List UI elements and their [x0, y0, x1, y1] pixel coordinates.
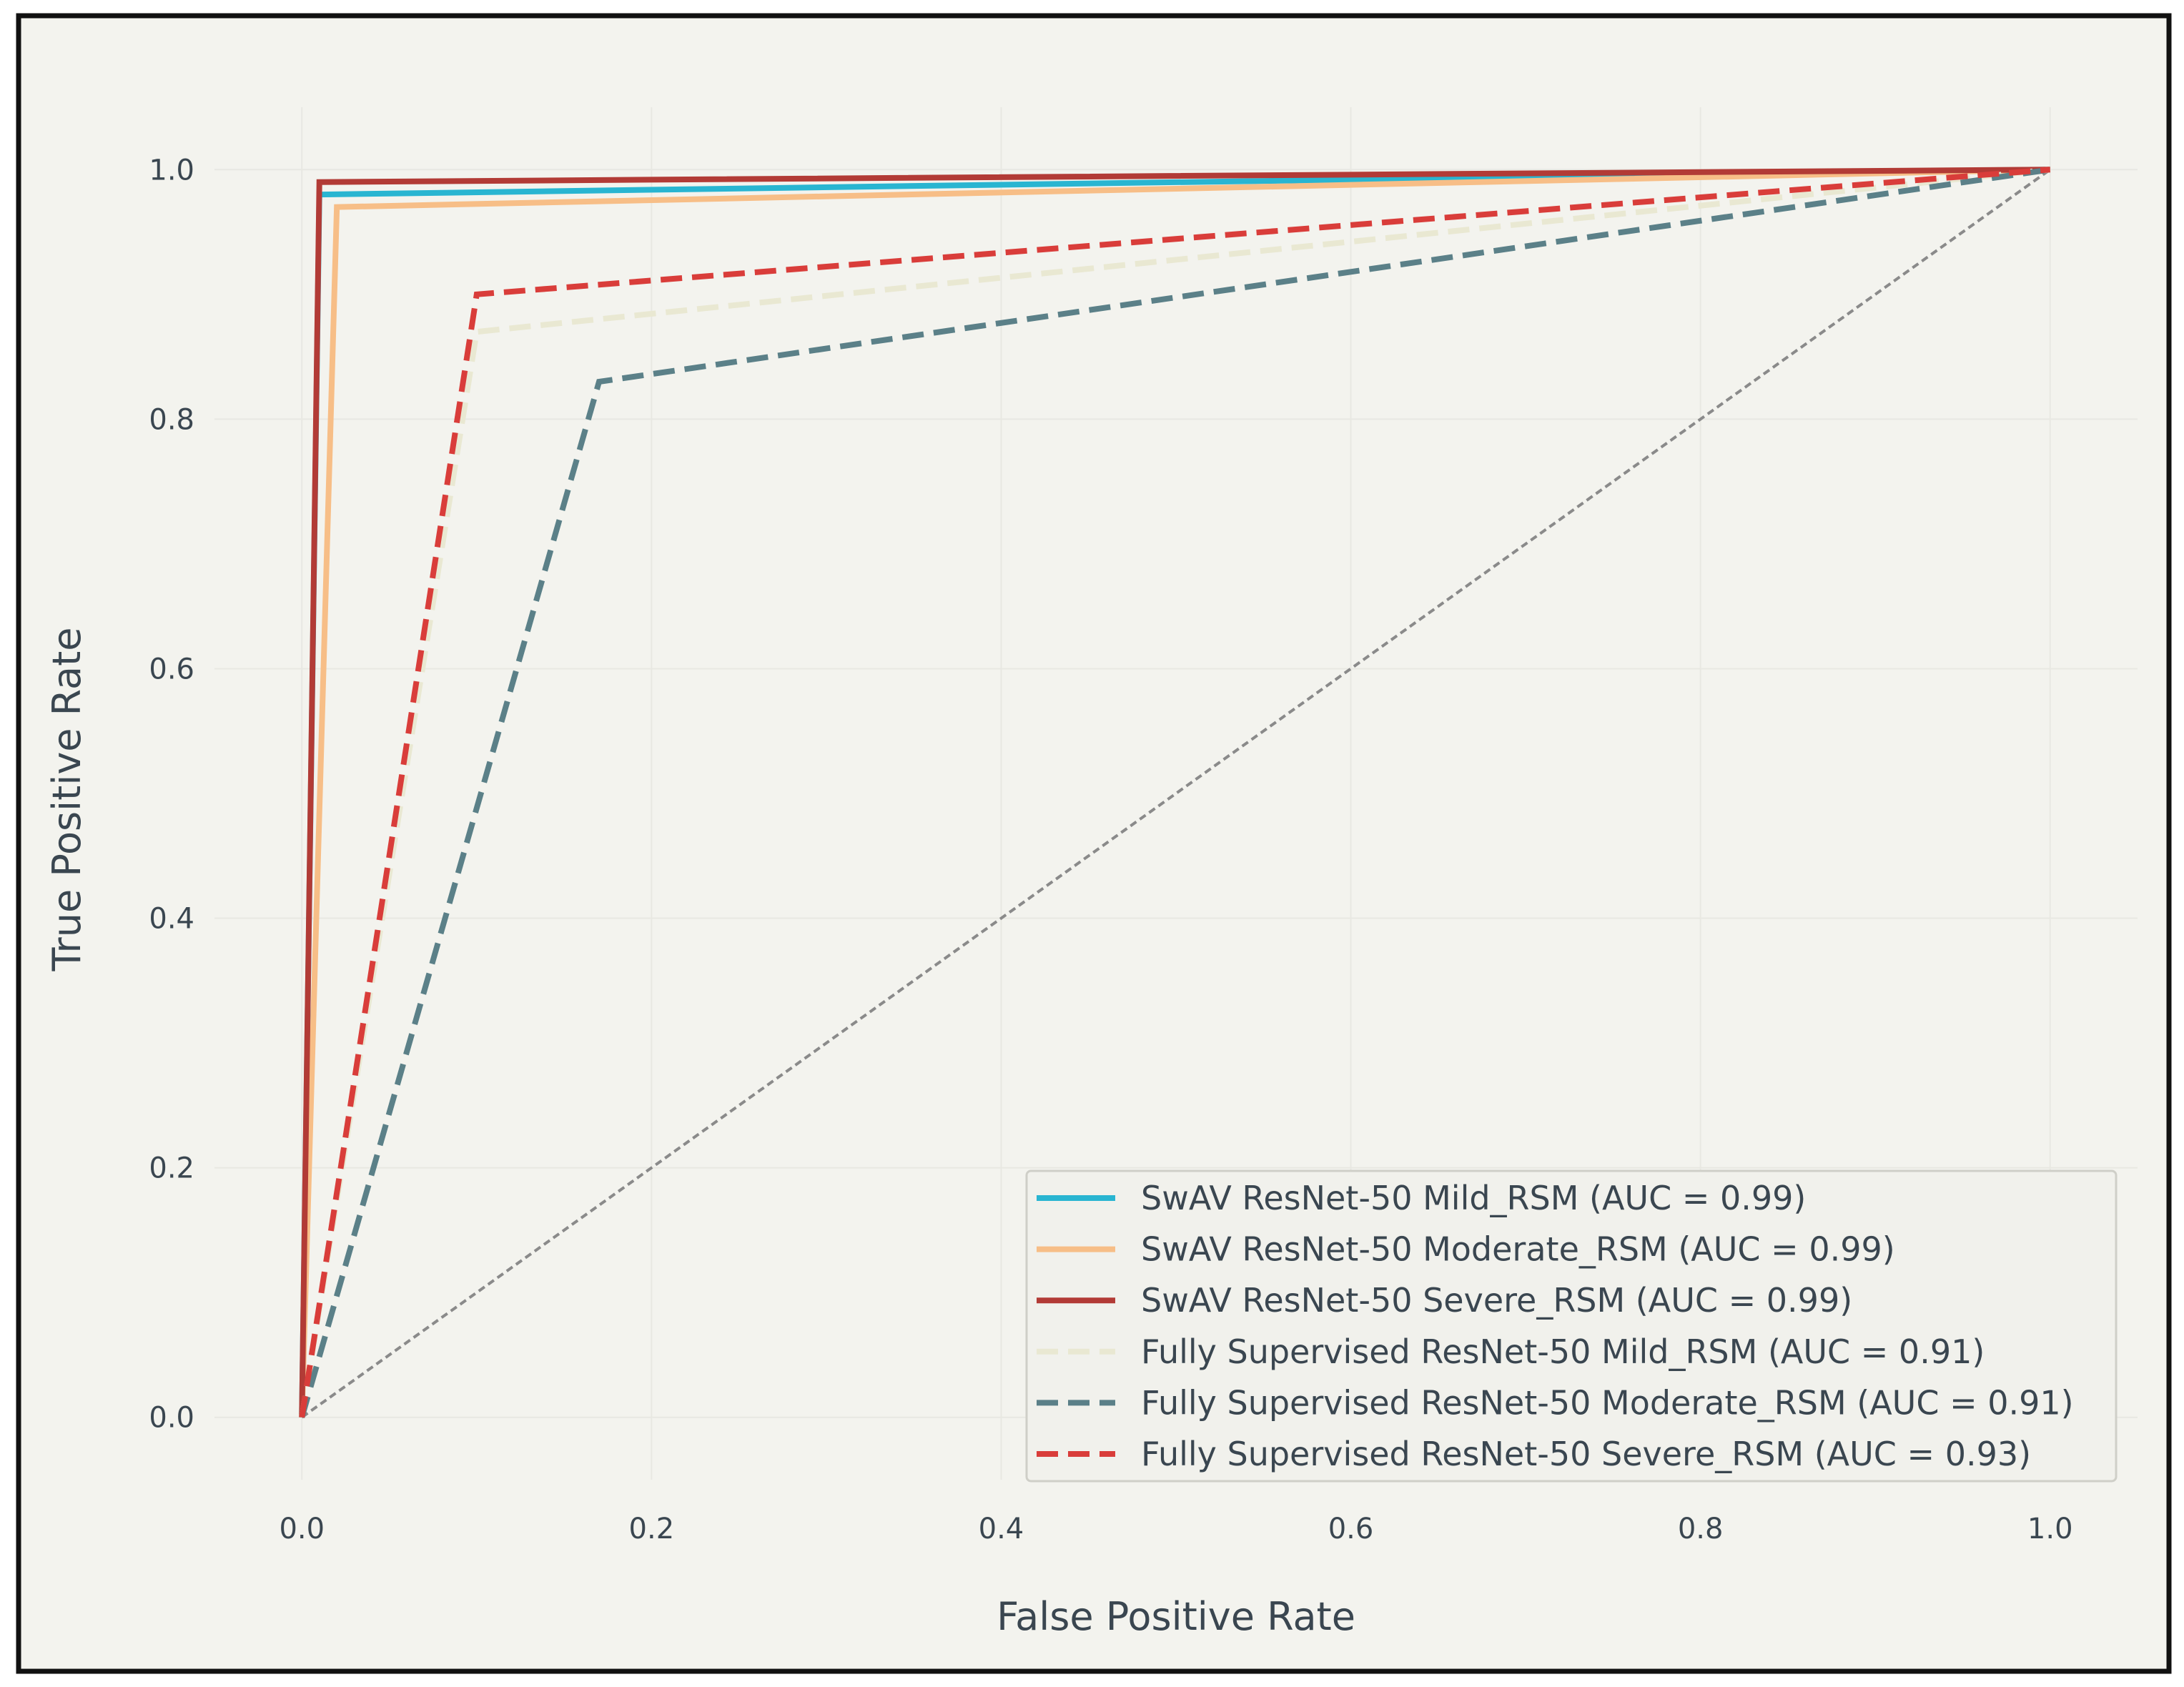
x-tick-labels: 0.0 0.2 0.4 0.6 0.8 1.0	[279, 1513, 2072, 1545]
y-tick-label: 0.4	[149, 903, 194, 936]
legend-entry-3: SwAV ResNet-50 Severe_RSM (AUC = 0.99)	[1141, 1281, 1852, 1320]
x-tick-label: 0.0	[279, 1513, 325, 1545]
y-tick-label: 0.8	[149, 403, 194, 436]
y-tick-label: 0.0	[149, 1402, 194, 1435]
legend-entry-4: Fully Supervised ResNet-50 Mild_RSM (AUC…	[1141, 1332, 1985, 1371]
x-tick-label: 0.8	[1678, 1513, 1724, 1545]
legend-entry-6: Fully Supervised ResNet-50 Severe_RSM (A…	[1141, 1435, 2031, 1473]
series-layer	[299, 167, 2051, 1418]
y-tick-labels: 0.0 0.2 0.4 0.6 0.8 1.0	[149, 154, 194, 1434]
legend-box	[1025, 1169, 2118, 1483]
x-tick-label: 0.2	[629, 1513, 675, 1545]
legend-entry-5: Fully Supervised ResNet-50 Moderate_RSM …	[1141, 1383, 2074, 1422]
legend-entry-1: SwAV ResNet-50 Mild_RSM (AUC = 0.99)	[1141, 1179, 1806, 1217]
x-tick-label: 0.6	[1328, 1513, 1374, 1545]
y-tick-label: 1.0	[149, 154, 194, 187]
legend: SwAV ResNet-50 Mild_RSM (AUC = 0.99) SwAV…	[1025, 1169, 2118, 1483]
reference-line-layer	[301, 168, 2051, 1419]
roc-series-line-3	[299, 167, 2050, 1418]
roc-series-line-5	[299, 167, 2051, 1418]
roc-series-line-2	[299, 167, 2050, 1418]
y-axis-label: True Positive Rate	[44, 627, 89, 971]
chance-reference-line	[301, 168, 2051, 1419]
y-tick-label: 0.6	[149, 653, 194, 686]
y-tick-label: 0.2	[149, 1152, 194, 1185]
x-tick-label: 0.4	[979, 1513, 1024, 1545]
legend-entry-2: SwAV ResNet-50 Moderate_RSM (AUC = 0.99)	[1141, 1230, 1895, 1269]
x-tick-label: 1.0	[2027, 1513, 2073, 1545]
roc-series-line-6	[299, 167, 2051, 1418]
x-axis-label: False Positive Rate	[997, 1594, 1355, 1639]
